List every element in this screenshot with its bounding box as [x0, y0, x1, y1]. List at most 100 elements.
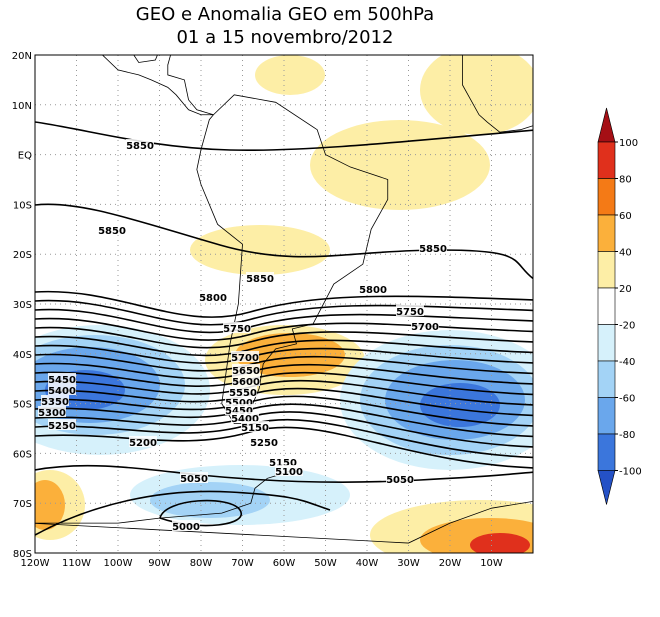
contour-line — [35, 490, 331, 536]
contour-line — [35, 326, 533, 349]
colorbar-label: 20 — [619, 284, 632, 295]
contour-label: 5050 — [180, 474, 208, 485]
colorbar-box — [597, 324, 616, 362]
contour-label: 5450 — [48, 375, 76, 386]
contour-label: 5600 — [232, 377, 260, 388]
colorbar-box — [597, 178, 616, 216]
contour-label: 5800 — [359, 285, 387, 296]
lon-label: 100W — [104, 558, 133, 569]
contour-label: 5300 — [38, 408, 66, 419]
colorbar-triangle — [597, 107, 616, 143]
contour-line — [35, 335, 533, 357]
lat-label: 40S — [13, 350, 32, 361]
colorbar-box — [597, 251, 616, 289]
colorbar-label: 100 — [619, 138, 638, 149]
contour-label-bg — [172, 520, 200, 531]
anomaly-shading — [35, 55, 533, 553]
colorbar-label: -80 — [619, 430, 635, 441]
colorbar-label: 40 — [619, 248, 632, 259]
lat-label: EQ — [18, 151, 32, 162]
contour-label: 5450 — [225, 406, 253, 417]
contour-label: 5750 — [223, 324, 251, 335]
contour-label-bg — [38, 406, 66, 417]
contour-label: 5350 — [41, 397, 69, 408]
lat-label: 10N — [12, 101, 32, 112]
colorbar-label: 80 — [619, 175, 632, 186]
contour-label: 5250 — [250, 438, 278, 449]
contour-label: 5550 — [229, 388, 257, 399]
lon-label: 120W — [21, 558, 50, 569]
lat-label: 70S — [13, 499, 32, 510]
lon-label: 40W — [356, 558, 379, 569]
lon-label: 50W — [314, 558, 337, 569]
title-line: 01 a 15 novembro/2012 — [176, 27, 393, 48]
contour-label: 5150 — [241, 423, 269, 434]
contour-label: 5700 — [411, 322, 439, 333]
lon-label: 90W — [148, 558, 171, 569]
contour-label-bg — [396, 305, 424, 316]
colorbar-label: -40 — [619, 357, 635, 368]
lat-label: 60S — [13, 449, 32, 460]
contour-label-bg — [180, 472, 208, 483]
map-frame — [34, 54, 534, 554]
contour-label-bg — [241, 421, 269, 432]
contour-label-bg — [199, 291, 227, 302]
contour-label-bg — [48, 384, 76, 395]
contour-label: 5400 — [231, 414, 259, 425]
contour-label-bg — [231, 351, 259, 362]
contour-line — [35, 395, 533, 427]
contour-label: 5500 — [225, 398, 253, 409]
contour-line — [35, 464, 533, 483]
colorbar-box — [597, 141, 616, 179]
colorbar-label: -100 — [619, 467, 642, 478]
south-america-coast — [196, 94, 389, 424]
lon-label: 10W — [480, 558, 503, 569]
colorbar-box — [597, 360, 616, 398]
contour-label: 5700 — [231, 353, 259, 364]
contour-label-bg — [232, 364, 260, 375]
contour-label-bg — [48, 419, 76, 430]
contour-label-bg — [231, 412, 259, 423]
lat-label: 30S — [13, 300, 32, 311]
contour-label-bg — [223, 322, 251, 333]
contour-label-bg — [250, 436, 278, 447]
contour-label: 5000 — [172, 522, 200, 533]
contour-label-bg — [41, 395, 69, 406]
contour-label-bg — [48, 373, 76, 384]
contour-label: 5050 — [386, 475, 414, 486]
contour-label: 5750 — [396, 307, 424, 318]
colorbar-triangle — [597, 470, 616, 505]
contour-label-bg — [126, 139, 154, 150]
lon-label: 30W — [397, 558, 420, 569]
colorbar-box — [597, 433, 616, 471]
lon-label: 60W — [273, 558, 296, 569]
contour-label-bg — [419, 242, 447, 253]
colorbar-box — [597, 214, 616, 252]
africa-coast — [462, 55, 533, 133]
contour-label: 5250 — [48, 421, 76, 432]
contour-label-bg — [232, 375, 260, 386]
contour-label-bg — [246, 272, 274, 283]
contour-line — [35, 290, 533, 318]
lat-label: 50S — [13, 400, 32, 411]
lon-label: 110W — [62, 558, 91, 569]
lon-label: 80W — [190, 558, 213, 569]
contour-label-bg — [386, 473, 414, 484]
contour-label-bg — [359, 283, 387, 294]
lat-label: 10S — [13, 200, 32, 211]
colorbar-label: -20 — [619, 321, 635, 332]
contour-label: 5650 — [232, 366, 260, 377]
contour-label: 5850 — [419, 244, 447, 255]
contour-label: 5150 — [269, 458, 297, 469]
contour-label: 5850 — [98, 226, 126, 237]
title-line: GEO e Anomalia GEO em 500hPa — [136, 4, 434, 25]
colorbar-label: 60 — [619, 211, 632, 222]
contour-label-bg — [225, 396, 253, 407]
contour-line — [35, 203, 533, 280]
contour-label-bg — [229, 386, 257, 397]
contour-label-bg — [411, 320, 439, 331]
colorbar-box — [597, 287, 616, 325]
contour-label-bg — [269, 456, 297, 467]
